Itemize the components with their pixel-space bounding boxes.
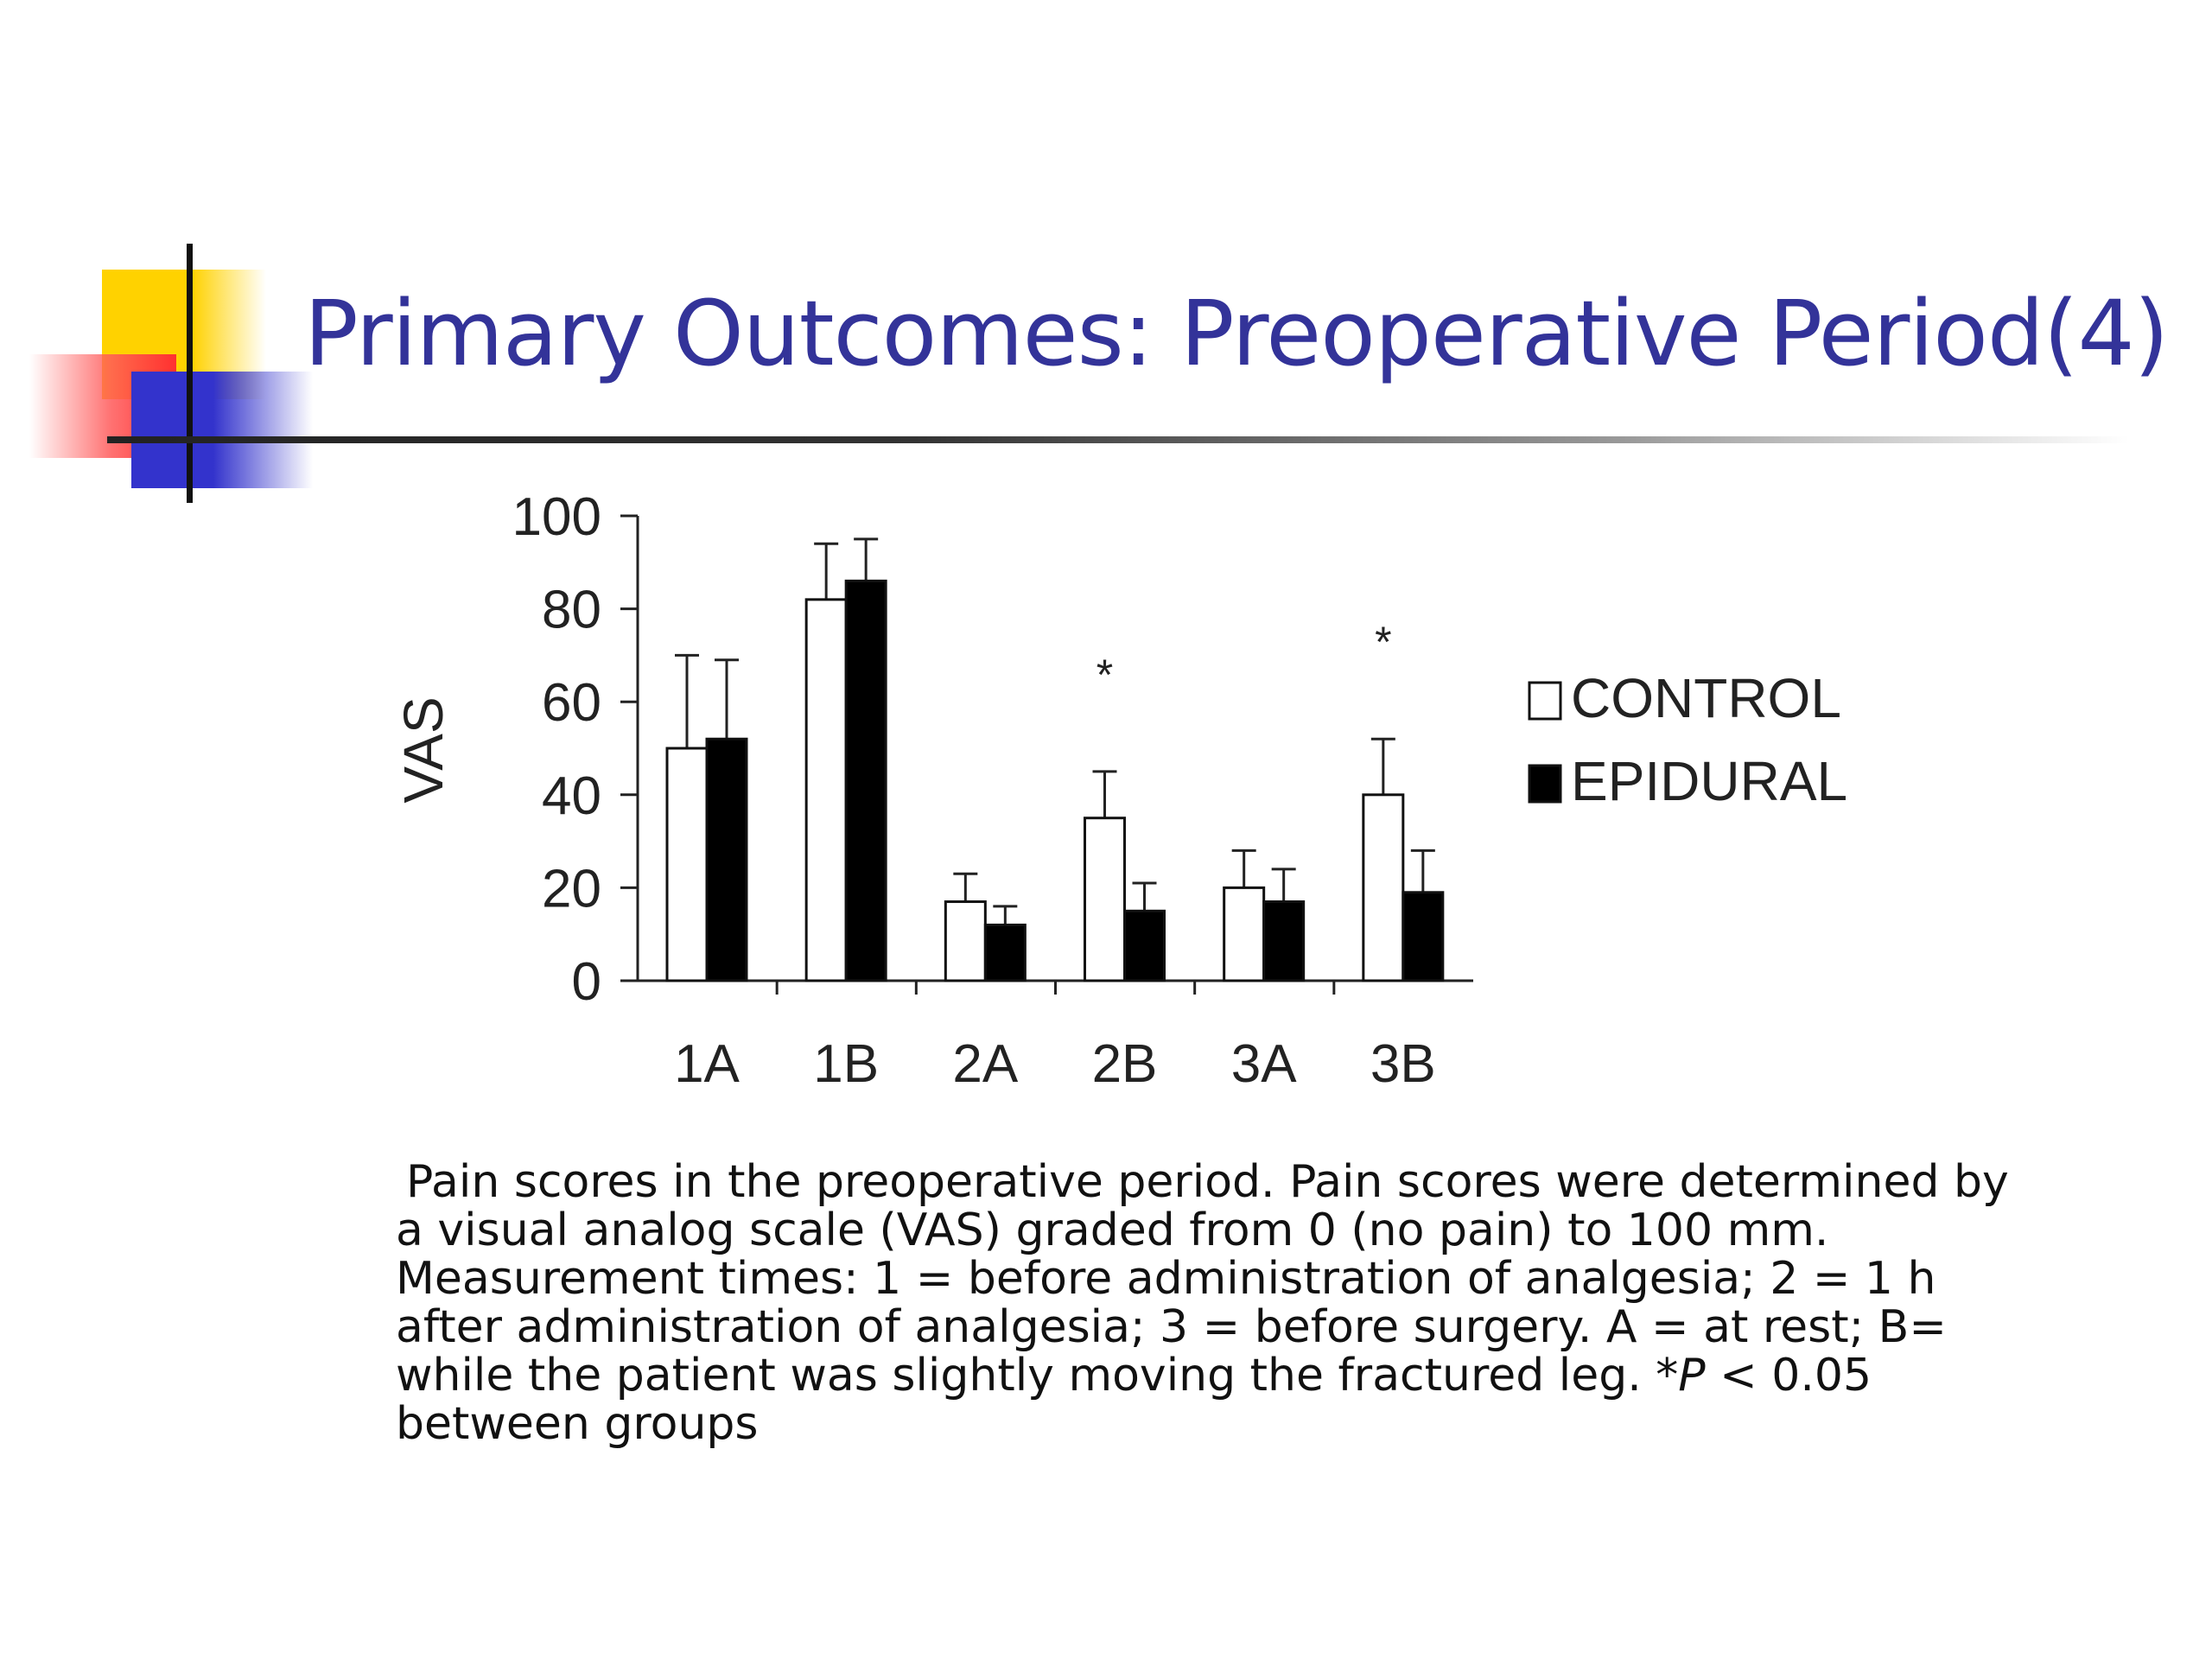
bar-control-2A [944,900,987,982]
x-tick-label-3A: 3A [1231,1034,1297,1094]
x-tick-label-2A: 2A [952,1034,1018,1094]
y-axis-label: VAS [392,696,454,803]
legend-swatch-control [1528,681,1562,721]
slide-title: Primary Outcomes: Preoperative Period(4) [304,281,2169,386]
caption-line-1: Pain scores in the preoperative period. … [406,1156,2009,1208]
decor-vertical-line [187,244,193,503]
caption-line-2: a visual analog scale (VAS) graded from … [396,1205,1829,1256]
caption-p-symbol: P [1678,1350,1706,1402]
y-tick-label-5: 100 [512,487,601,547]
caption-line-6: between groups [396,1398,759,1450]
legend-swatch-epidural [1528,764,1562,804]
significance-marker-3B: * [1375,618,1391,666]
bar-control-3B [1362,793,1405,982]
bar-epidural-2B [1123,909,1166,982]
title-underline [107,436,2129,443]
bar-control-3A [1223,886,1266,982]
caption-line-3: Measurement times: 1 = before administra… [396,1253,1936,1305]
y-tick-label-0: 0 [572,952,601,1012]
caption-line-4: after administration of analgesia; 3 = b… [396,1301,1947,1353]
x-tick-label-3B: 3B [1370,1034,1436,1094]
figure-caption: Pain scores in the preoperative period. … [396,1158,2037,1448]
bar-epidural-3B [1402,891,1445,982]
caption-p-value: < 0.05 [1705,1350,1872,1402]
caption-line-5: while the patient was slightly moving th… [396,1351,2037,1400]
x-tick-label-2B: 2B [1092,1034,1158,1094]
bar-epidural-3A [1262,900,1306,982]
bar-chart: 0 20 40 60 80 100 VAS 1A 1B 2A 2B * 3A 3B * CONTROL EPID… [392,487,1847,1094]
bar-epidural-1B [844,579,887,982]
bar-epidural-2A [983,923,1027,982]
legend-label-control: CONTROL [1571,667,1841,729]
y-tick-label-3: 60 [542,673,601,733]
bar-control-1B [804,598,848,982]
decor-blue-square [131,372,313,488]
caption-line-5-text: while the patient was slightly moving th… [396,1350,1679,1402]
x-tick-label-1B: 1B [813,1034,879,1094]
y-tick-label-2: 40 [542,766,601,826]
legend-label-epidural: EPIDURAL [1571,750,1847,812]
y-tick-label-1: 20 [542,859,601,918]
y-tick-label-4: 80 [542,581,601,640]
x-tick-label-1A: 1A [674,1034,740,1094]
bar-control-2B [1084,817,1126,982]
bar-control-1A [665,747,709,982]
bar-epidural-1A [705,737,748,982]
significance-marker-2B: * [1096,651,1113,699]
